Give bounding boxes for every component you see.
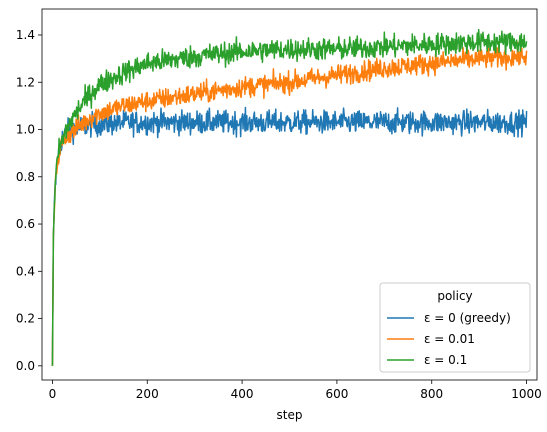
y-tick-label: 0.6 [16,217,35,231]
x-tick-label: 200 [136,387,159,401]
legend-label: ε = 0 (greedy) [424,311,511,325]
legend-label: ε = 0.01 [424,332,475,346]
y-tick-label: 1.2 [16,75,35,89]
x-tick-label: 800 [420,387,443,401]
y-tick-label: 0.4 [16,264,35,278]
x-axis-label: step [277,408,303,422]
y-tick-label: 0.8 [16,170,35,184]
series-layer [51,28,528,366]
legend-label: ε = 0.1 [424,353,467,367]
x-axis: 0 200 400 600 800 1000 [49,380,542,401]
y-tick-label: 1.4 [16,28,35,42]
legend-entries: ε = 0 (greedy) ε = 0.01 ε = 0.1 [387,311,511,367]
y-tick-label: 0.0 [16,359,35,373]
legend-box [379,282,531,373]
y-axis: 0.0 0.2 0.4 0.6 0.8 1.0 1.2 1.4 [16,28,42,373]
legend-title: policy [437,289,472,303]
x-tick-label: 600 [325,387,348,401]
series-line-0 [51,106,528,366]
x-tick-label: 1000 [511,387,542,401]
x-tick-label: 0 [49,387,57,401]
plot-frame [41,8,538,381]
y-tick-label: 0.2 [16,312,35,326]
series-line-2 [51,28,528,366]
legend: policy ε = 0 (greedy) ε = 0.01 ε = 0.1 [379,282,531,373]
x-tick-label: 400 [231,387,254,401]
y-tick-label: 1.0 [16,123,35,137]
series-line-1 [51,41,528,366]
